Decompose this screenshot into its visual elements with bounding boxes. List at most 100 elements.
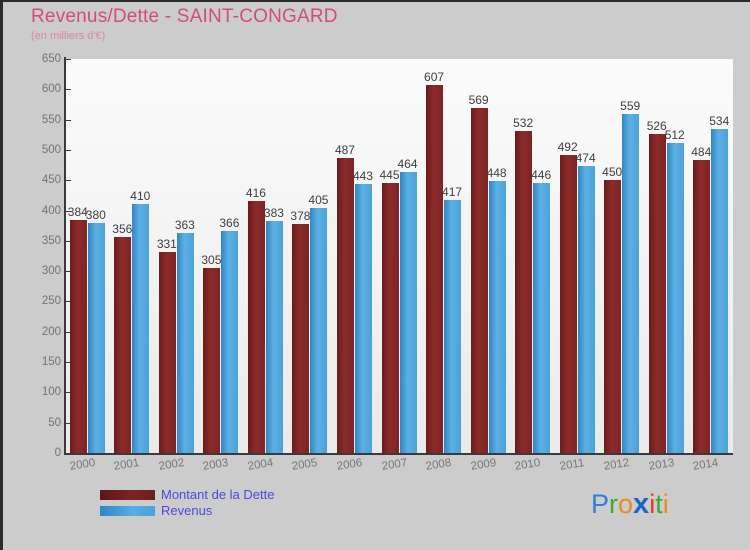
- proxiti-logo[interactable]: Proxiti: [591, 489, 669, 519]
- bar-dette[interactable]: [470, 108, 488, 453]
- bar-value-label: 417: [442, 185, 463, 200]
- x-axis-tick-label: 2013: [647, 456, 675, 473]
- x-axis-tick-label: 2001: [113, 456, 141, 473]
- bar-group: 450 559: [602, 59, 641, 453]
- y-axis-tick-label: 650: [41, 53, 61, 65]
- plot-area: [65, 59, 733, 453]
- logo-letter: o: [618, 489, 634, 519]
- legend-item-dette[interactable]: Montant de la Dette: [100, 487, 274, 503]
- bar-value-label: 366: [219, 216, 240, 231]
- bar-dette[interactable]: [292, 223, 310, 453]
- title-block: Revenus/Dette - SAINT-CONGARD (en millie…: [31, 6, 338, 43]
- bar-dette[interactable]: [693, 159, 711, 453]
- bar-revenus[interactable]: [488, 181, 506, 453]
- bar-group: 532 446: [513, 59, 551, 453]
- bar-group: 445 464: [379, 59, 418, 453]
- bar-value-label: 380: [85, 207, 106, 222]
- x-axis-tick-label: 2011: [558, 457, 585, 473]
- bar-dette[interactable]: [559, 154, 577, 453]
- bar-value-label: 405: [308, 192, 329, 207]
- bar-dette[interactable]: [648, 134, 666, 453]
- bar-value-label: 445: [379, 168, 400, 183]
- bar-value-label: 534: [709, 114, 730, 129]
- bar-value-label: 532: [513, 115, 534, 130]
- y-axis-tick: [66, 271, 71, 273]
- bar-value-label: 383: [263, 205, 284, 220]
- bar-dette[interactable]: [604, 180, 622, 453]
- bar-value-label: 512: [664, 127, 685, 142]
- legend-item-revenus[interactable]: Revenus: [100, 503, 274, 519]
- y-axis-tick: [66, 180, 71, 182]
- y-axis-tick: [66, 59, 71, 60]
- y-axis-tick: [66, 210, 71, 212]
- bar-revenus[interactable]: [666, 142, 684, 453]
- bar-group: 569 448: [468, 59, 507, 453]
- bar-dette[interactable]: [114, 237, 132, 453]
- bar-revenus[interactable]: [622, 114, 640, 453]
- y-axis-tick-label: 200: [41, 325, 61, 338]
- bar-dette[interactable]: [69, 220, 87, 453]
- bar-revenus[interactable]: [399, 171, 417, 453]
- bar-group: 384 380: [67, 59, 106, 453]
- x-axis-tick-label: 2012: [603, 456, 631, 473]
- chart-legend: Montant de la Dette Revenus: [100, 487, 274, 519]
- x-axis-tick-label: 2014: [692, 456, 720, 473]
- legend-swatch-dette-icon: [100, 490, 155, 500]
- bar-value-label: 526: [646, 119, 667, 134]
- bar-value-label: 443: [352, 169, 373, 184]
- bar-revenus[interactable]: [221, 231, 239, 453]
- bar-revenus[interactable]: [132, 204, 150, 453]
- y-axis-tick-label: 550: [41, 113, 61, 126]
- y-axis-tick-label: 150: [41, 356, 61, 369]
- logo-letter: t: [655, 489, 663, 519]
- page-title: Revenus/Dette - SAINT-CONGARD: [31, 6, 338, 27]
- x-axis-tick-label: 2005: [291, 456, 319, 473]
- legend-swatch-revenus-icon: [100, 506, 155, 516]
- x-axis-tick-label: 2007: [380, 456, 408, 473]
- y-axis-tick-label: 500: [41, 143, 61, 156]
- bar-revenus[interactable]: [354, 184, 372, 453]
- x-axis-tick-label: 2010: [514, 456, 542, 473]
- x-axis-tick-label: 2000: [68, 456, 96, 473]
- bar-dette[interactable]: [203, 268, 221, 453]
- y-axis-tick-label: 600: [41, 83, 61, 96]
- bar-group: 378 405: [290, 59, 329, 453]
- bar-dette[interactable]: [515, 130, 533, 453]
- bar-revenus[interactable]: [444, 200, 462, 453]
- y-axis-tick: [66, 453, 71, 454]
- x-axis-tick-label: 2008: [425, 456, 453, 473]
- x-axis-tick-label: 2009: [469, 456, 497, 473]
- bar-revenus[interactable]: [265, 220, 283, 453]
- bar-dette[interactable]: [247, 200, 265, 453]
- bar-group: 305 366: [201, 59, 240, 453]
- bar-dette[interactable]: [426, 85, 444, 453]
- bar-value-label: 569: [468, 93, 489, 108]
- y-axis-tick: [66, 301, 71, 303]
- bar-value-label: 484: [691, 144, 712, 159]
- x-axis-tick-label: 2002: [157, 456, 185, 473]
- bar-revenus[interactable]: [577, 165, 595, 453]
- bar-value-label: 378: [290, 208, 311, 223]
- bar-value-label: 559: [620, 99, 641, 114]
- y-axis-tick-label: 50: [48, 416, 61, 429]
- bar-value-label: 384: [67, 205, 88, 220]
- bar-value-label: 410: [130, 189, 151, 204]
- bar-value-label: 363: [174, 217, 195, 232]
- bar-dette[interactable]: [336, 157, 354, 453]
- legend-label-dette: Montant de la Dette: [161, 487, 275, 502]
- y-axis-tick-label: 100: [41, 386, 61, 399]
- bar-revenus[interactable]: [87, 222, 105, 453]
- y-axis-tick-label: 0: [54, 447, 61, 459]
- bar-dette[interactable]: [158, 252, 176, 453]
- bar-revenus[interactable]: [310, 207, 328, 453]
- bar-group: 607 417: [424, 59, 463, 453]
- y-axis-tick: [66, 119, 71, 121]
- bar-revenus[interactable]: [176, 232, 194, 453]
- bar-dette[interactable]: [381, 183, 399, 453]
- logo-letter: r: [609, 489, 619, 519]
- logo-letter: P: [591, 489, 610, 519]
- bar-revenus[interactable]: [533, 182, 551, 453]
- bar-revenus[interactable]: [711, 129, 729, 453]
- y-axis-tick: [66, 362, 71, 364]
